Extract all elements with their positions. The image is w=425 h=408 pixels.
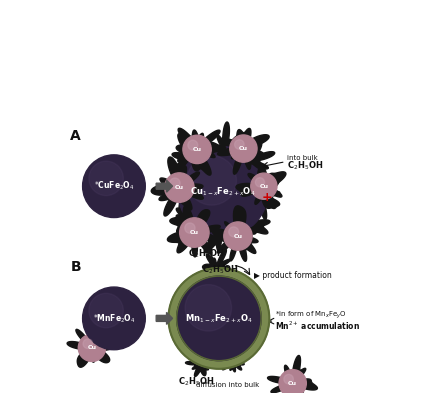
Circle shape — [180, 218, 209, 247]
Polygon shape — [170, 190, 222, 243]
Text: Cu: Cu — [239, 146, 248, 151]
Polygon shape — [167, 206, 220, 257]
Circle shape — [251, 173, 277, 199]
Text: Cu: Cu — [259, 184, 268, 188]
Text: diffusion into bulk: diffusion into bulk — [196, 382, 259, 388]
Circle shape — [78, 334, 105, 361]
Text: Cu: Cu — [288, 381, 297, 386]
Circle shape — [70, 38, 79, 48]
Circle shape — [65, 33, 93, 62]
Polygon shape — [240, 175, 280, 220]
Text: +: + — [261, 191, 272, 204]
Circle shape — [178, 146, 268, 237]
Polygon shape — [67, 326, 114, 367]
Text: Cu: Cu — [353, 29, 363, 33]
Text: B: B — [70, 260, 81, 274]
Circle shape — [89, 161, 123, 195]
Text: Cu: Cu — [88, 345, 96, 350]
Circle shape — [402, 213, 425, 239]
Text: ▶ product formation: ▶ product formation — [254, 271, 332, 280]
Circle shape — [187, 156, 236, 205]
Circle shape — [348, 22, 359, 31]
Polygon shape — [193, 122, 246, 175]
Circle shape — [255, 178, 264, 187]
Circle shape — [344, 17, 372, 45]
Polygon shape — [151, 157, 203, 216]
Circle shape — [185, 285, 232, 331]
Text: into bulk: into bulk — [287, 155, 318, 161]
Polygon shape — [203, 249, 232, 282]
Polygon shape — [221, 202, 270, 247]
Circle shape — [82, 287, 145, 350]
Circle shape — [0, 182, 8, 192]
Circle shape — [183, 135, 211, 164]
Circle shape — [235, 140, 244, 149]
Circle shape — [284, 375, 293, 384]
Text: Cu: Cu — [175, 185, 184, 190]
Circle shape — [406, 217, 416, 226]
Polygon shape — [268, 355, 317, 406]
Circle shape — [229, 227, 239, 237]
Text: Mn$_{1-x}$Fe$_{2+x}$O$_4$: Mn$_{1-x}$Fe$_{2+x}$O$_4$ — [185, 312, 253, 325]
Circle shape — [164, 173, 194, 202]
Text: A: A — [70, 129, 81, 143]
Circle shape — [170, 178, 180, 188]
Polygon shape — [236, 166, 286, 208]
Polygon shape — [218, 129, 269, 174]
Circle shape — [188, 140, 198, 150]
Text: C$_2$H$_5$OH: C$_2$H$_5$OH — [188, 248, 225, 260]
Circle shape — [279, 370, 306, 397]
Text: Cu: Cu — [3, 189, 11, 194]
Text: Mn$^{2+}$ accumulation: Mn$^{2+}$ accumulation — [275, 320, 360, 332]
Polygon shape — [227, 140, 275, 186]
Polygon shape — [212, 206, 263, 262]
Text: Cu: Cu — [233, 233, 243, 239]
Circle shape — [0, 177, 21, 206]
Circle shape — [177, 276, 261, 361]
Text: $*$CuFe$_2$O$_4$: $*$CuFe$_2$O$_4$ — [94, 180, 134, 193]
Text: Cu: Cu — [74, 45, 83, 50]
Polygon shape — [337, 8, 385, 56]
Text: Cu$_{1-x}$Fe$_{2+x}$O$_4$: Cu$_{1-x}$Fe$_{2+x}$O$_4$ — [190, 185, 256, 198]
Polygon shape — [172, 134, 217, 186]
Polygon shape — [199, 206, 246, 253]
FancyArrow shape — [156, 313, 173, 324]
Circle shape — [185, 223, 195, 233]
Circle shape — [89, 293, 123, 328]
Text: $*$MnFe$_2$O$_4$: $*$MnFe$_2$O$_4$ — [93, 312, 135, 325]
Circle shape — [168, 268, 269, 369]
Polygon shape — [395, 205, 425, 246]
Polygon shape — [52, 25, 101, 69]
Text: Cu: Cu — [411, 223, 419, 228]
Circle shape — [83, 339, 93, 348]
Text: Cu: Cu — [193, 147, 201, 152]
Text: C$_2$H$_5$OH: C$_2$H$_5$OH — [202, 264, 238, 276]
FancyArrow shape — [156, 180, 173, 192]
Polygon shape — [176, 128, 226, 175]
Text: C$_2$H$_5$OH: C$_2$H$_5$OH — [287, 160, 323, 172]
Polygon shape — [159, 170, 207, 214]
Circle shape — [224, 222, 252, 250]
Text: Cu: Cu — [190, 230, 199, 235]
Text: C$_2$H$_5$OH: C$_2$H$_5$OH — [178, 375, 215, 388]
Circle shape — [230, 135, 257, 162]
Circle shape — [82, 155, 145, 217]
Polygon shape — [186, 352, 214, 377]
Polygon shape — [220, 347, 244, 372]
Polygon shape — [0, 166, 29, 218]
Text: $*$in form of Mn$_x$Fe$_y$O: $*$in form of Mn$_x$Fe$_y$O — [275, 310, 347, 322]
